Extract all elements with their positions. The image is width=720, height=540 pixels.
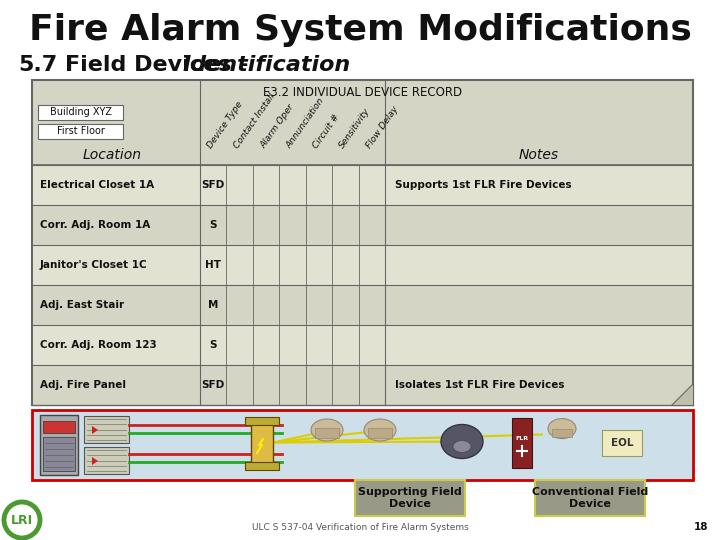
Ellipse shape: [311, 419, 343, 441]
Bar: [33, 365, 692, 404]
Bar: [552, 429, 572, 437]
Text: First Floor: First Floor: [57, 126, 104, 136]
Bar: [315, 428, 339, 438]
Text: E3.2 INDIVIDUAL DEVICE RECORD: E3.2 INDIVIDUAL DEVICE RECORD: [263, 85, 462, 98]
Text: Conventional Field
Device: Conventional Field Device: [532, 487, 648, 509]
Text: Adj. Fire Panel: Adj. Fire Panel: [40, 380, 126, 390]
Text: ULC S 537-04 Verification of Fire Alarm Systems: ULC S 537-04 Verification of Fire Alarm …: [251, 523, 469, 532]
Bar: [33, 165, 692, 205]
Text: Alarm Oper: Alarm Oper: [258, 103, 296, 150]
Ellipse shape: [364, 419, 396, 441]
Text: Location: Location: [83, 148, 142, 162]
Bar: [84, 416, 129, 443]
Text: 18: 18: [693, 522, 708, 532]
Text: 5.7: 5.7: [18, 55, 58, 75]
Bar: [355, 480, 465, 516]
Ellipse shape: [548, 418, 576, 438]
Bar: [33, 205, 692, 245]
Text: S: S: [210, 220, 217, 230]
Bar: [43, 437, 75, 471]
Bar: [602, 429, 642, 456]
Bar: [84, 447, 129, 474]
Bar: [0, 47, 720, 85]
Bar: [38, 105, 123, 119]
Bar: [0, 0, 720, 80]
Text: Supporting Field
Device: Supporting Field Device: [358, 487, 462, 509]
Text: SFD: SFD: [202, 180, 225, 190]
Text: Notes: Notes: [519, 148, 559, 162]
Bar: [368, 428, 392, 438]
Text: Building XYZ: Building XYZ: [50, 107, 112, 117]
Text: SFD: SFD: [202, 380, 225, 390]
Text: LRI: LRI: [11, 514, 33, 526]
Text: Device Type: Device Type: [206, 100, 245, 150]
Polygon shape: [671, 383, 693, 405]
Polygon shape: [92, 426, 98, 434]
Bar: [33, 325, 692, 364]
Text: M: M: [208, 300, 218, 310]
Text: Fire Alarm System Modifications: Fire Alarm System Modifications: [29, 13, 691, 47]
Text: Janitor's Closet 1C: Janitor's Closet 1C: [40, 260, 148, 270]
Text: Circuit #: Circuit #: [312, 112, 342, 150]
Circle shape: [4, 502, 40, 538]
Polygon shape: [92, 457, 98, 465]
Bar: [38, 124, 123, 138]
Text: Field Devices -: Field Devices -: [65, 55, 256, 75]
Text: Corr. Adj. Room 1A: Corr. Adj. Room 1A: [40, 220, 150, 230]
Bar: [33, 285, 692, 325]
Text: Corr. Adj. Room 123: Corr. Adj. Room 123: [40, 340, 157, 350]
Ellipse shape: [441, 424, 483, 458]
Bar: [245, 417, 279, 425]
Bar: [535, 480, 645, 516]
Text: HT: HT: [205, 260, 221, 270]
Text: Isolates 1st FLR Fire Devices: Isolates 1st FLR Fire Devices: [395, 380, 564, 390]
Bar: [32, 80, 693, 405]
Text: Supports 1st FLR Fire Devices: Supports 1st FLR Fire Devices: [395, 180, 572, 190]
Text: Flow Delay: Flow Delay: [364, 105, 400, 150]
Bar: [512, 418, 532, 468]
Text: Contact Install: Contact Install: [233, 92, 277, 150]
Text: FLR: FLR: [516, 435, 528, 441]
Text: EOL: EOL: [611, 437, 634, 448]
Bar: [245, 462, 279, 470]
Bar: [32, 410, 693, 480]
Text: Sensitivity: Sensitivity: [338, 106, 372, 150]
Bar: [33, 245, 692, 285]
Text: Annunciation: Annunciation: [285, 96, 327, 150]
Text: Adj. East Stair: Adj. East Stair: [40, 300, 124, 310]
Text: S: S: [210, 340, 217, 350]
Text: Identification: Identification: [183, 55, 351, 75]
Ellipse shape: [453, 441, 471, 453]
Bar: [251, 420, 273, 465]
Text: Electrical Closet 1A: Electrical Closet 1A: [40, 180, 154, 190]
Bar: [40, 415, 78, 475]
Bar: [43, 421, 75, 433]
